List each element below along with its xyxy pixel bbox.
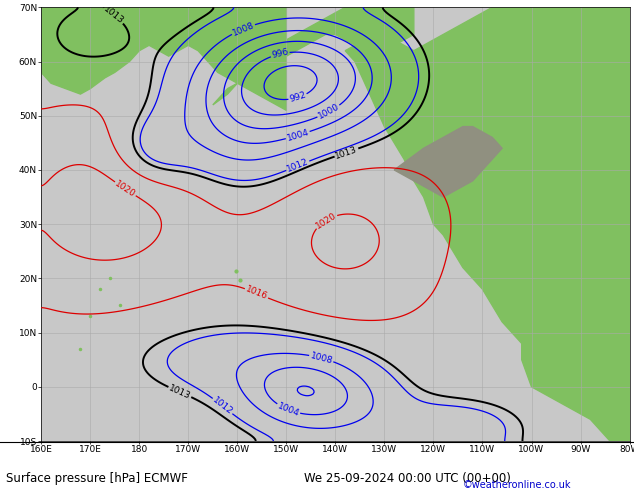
Text: 1000: 1000 [316,102,341,121]
Text: 1004: 1004 [285,128,310,143]
Text: 996: 996 [271,48,290,60]
Polygon shape [345,7,630,414]
Text: 1020: 1020 [314,211,338,230]
Text: 1020: 1020 [113,179,138,199]
Text: 1004: 1004 [276,401,301,418]
Text: 1012: 1012 [210,395,235,416]
Polygon shape [394,126,502,197]
Text: 1013: 1013 [167,383,192,401]
Polygon shape [213,7,414,105]
Text: ©weatheronline.co.uk: ©weatheronline.co.uk [463,480,571,490]
Text: We 25-09-2024 00:00 UTC (00+00): We 25-09-2024 00:00 UTC (00+00) [304,472,511,485]
Polygon shape [41,7,287,110]
Text: 992: 992 [288,91,307,104]
Text: 1013: 1013 [101,5,126,26]
Text: 1013: 1013 [334,145,359,161]
Text: 1008: 1008 [309,351,333,366]
Polygon shape [522,333,630,441]
Text: 1008: 1008 [231,21,256,38]
Text: Surface pressure [hPa] ECMWF: Surface pressure [hPa] ECMWF [6,472,188,485]
Text: 1012: 1012 [285,157,310,174]
Text: 1016: 1016 [244,285,269,302]
